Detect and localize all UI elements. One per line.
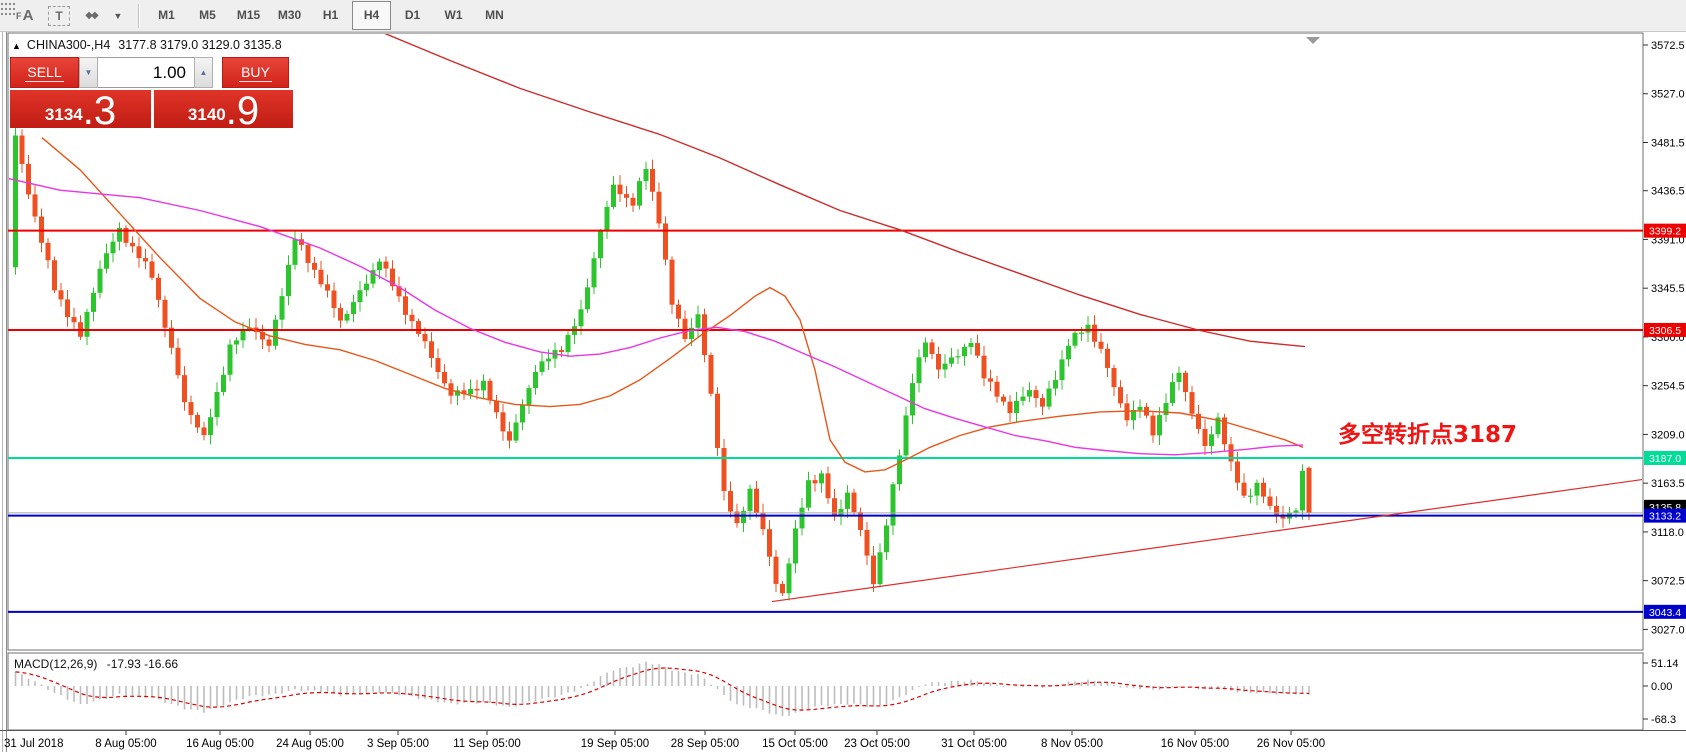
macd-layer xyxy=(14,661,1310,717)
svg-text:8 Aug 05:00: 8 Aug 05:00 xyxy=(95,738,156,750)
indicator-lines-letter: F xyxy=(16,11,22,20)
svg-text:24 Aug 05:00: 24 Aug 05:00 xyxy=(276,738,344,750)
timeframe-button-h4[interactable]: H4 xyxy=(352,1,391,30)
price-panels: 3134 .3 3140 .9 xyxy=(10,89,295,134)
sell-price-big: .3 xyxy=(82,89,117,134)
indicator-lines-layer xyxy=(9,34,1642,603)
dropdown-caret-icon[interactable]: ▼ xyxy=(113,10,123,21)
svg-text:51.14: 51.14 xyxy=(1651,658,1679,670)
svg-text:-68.3: -68.3 xyxy=(1651,714,1676,726)
macd-name: MACD(12,26,9) xyxy=(14,657,98,671)
svg-text:23 Oct 05:00: 23 Oct 05:00 xyxy=(844,738,910,750)
svg-text:16 Aug 05:00: 16 Aug 05:00 xyxy=(186,738,254,750)
sell-button[interactable]: SELL xyxy=(10,57,79,88)
ohlc-values: 3177.8 3179.0 3129.0 3135.8 xyxy=(118,38,282,52)
svg-text:31 Jul 2018: 31 Jul 2018 xyxy=(4,738,63,750)
svg-text:3527.0: 3527.0 xyxy=(1651,89,1685,101)
text-annotation-icon[interactable]: A xyxy=(22,7,34,24)
timeframe-buttons: M1 M5 M15 M30 H1 H4 D1 W1 MN xyxy=(146,1,515,30)
indicator-lines-glyph: F xyxy=(1,3,22,20)
timeframe-button-w1[interactable]: W1 xyxy=(444,8,463,22)
svg-text:11 Sep 05:00: 11 Sep 05:00 xyxy=(453,738,521,750)
svg-text:16 Nov 05:00: 16 Nov 05:00 xyxy=(1161,738,1229,750)
svg-text:3043.4: 3043.4 xyxy=(1649,607,1681,619)
svg-text:3306.5: 3306.5 xyxy=(1649,325,1681,337)
toolbar-separator xyxy=(138,3,140,28)
svg-text:3118.0: 3118.0 xyxy=(1651,527,1684,539)
svg-text:3572.5: 3572.5 xyxy=(1651,40,1685,52)
chart-shift-marker xyxy=(1306,37,1320,44)
buy-price-panel[interactable]: 3140 .9 xyxy=(154,89,293,134)
volume-increase-button[interactable]: ▲ xyxy=(194,57,213,88)
volume-input[interactable] xyxy=(98,57,194,88)
svg-text:3187.0: 3187.0 xyxy=(1649,453,1681,465)
buy-button-label: BUY xyxy=(239,63,272,82)
macd-signal-line xyxy=(15,667,1310,711)
macd-indicator-label: MACD(12,26,9) -17.93 -16.66 xyxy=(14,657,178,671)
buy-price-main: 3140 xyxy=(187,105,226,124)
volume-decrease-button[interactable]: ▼ xyxy=(79,57,98,88)
svg-text:8 Nov 05:00: 8 Nov 05:00 xyxy=(1041,738,1103,750)
timeframe-button-mn[interactable]: MN xyxy=(485,8,504,22)
svg-text:3072.5: 3072.5 xyxy=(1651,576,1685,588)
chart-header: ▲ CHINA300-,H4 3177.8 3179.0 3129.0 3135.8 xyxy=(12,38,282,52)
ascending-trendline xyxy=(771,478,1642,603)
svg-text:3135.8: 3135.8 xyxy=(1649,502,1681,514)
svg-text:26 Nov 05:00: 26 Nov 05:00 xyxy=(1257,738,1325,750)
svg-text:3436.5: 3436.5 xyxy=(1651,186,1685,198)
price-axis: 3572.53527.03481.53436.53391.03345.53300… xyxy=(1643,40,1686,726)
svg-text:3481.5: 3481.5 xyxy=(1651,137,1685,149)
svg-text:3345.5: 3345.5 xyxy=(1651,283,1685,295)
text-label-icon[interactable]: T xyxy=(48,5,70,26)
svg-text:19 Sep 05:00: 19 Sep 05:00 xyxy=(581,738,649,750)
timeframe-button-m5[interactable]: M5 xyxy=(199,8,216,22)
magenta-ma-line xyxy=(9,177,1304,456)
svg-text:3399.2: 3399.2 xyxy=(1649,226,1681,238)
svg-text:3 Sep 05:00: 3 Sep 05:00 xyxy=(367,738,429,750)
symbol-period-label: CHINA300-,H4 xyxy=(26,38,111,52)
timeframe-button-m30[interactable]: M30 xyxy=(277,8,302,22)
turning-point-annotation: 多空转折点3187 xyxy=(1338,422,1518,448)
orange-ma-line xyxy=(41,137,1304,473)
svg-text:3209.0: 3209.0 xyxy=(1651,429,1685,441)
timeframe-button-d1[interactable]: D1 xyxy=(404,8,421,22)
svg-text:31 Oct 05:00: 31 Oct 05:00 xyxy=(941,738,1007,750)
svg-text:28 Sep 05:00: 28 Sep 05:00 xyxy=(671,738,739,750)
svg-text:3133.2: 3133.2 xyxy=(1649,511,1681,523)
one-click-trading-widget: SELL ▼ ▲ BUY 3134 .3 3140 .9 xyxy=(10,57,295,134)
macd-values: -17.93 -16.66 xyxy=(106,657,179,671)
timeframe-button-m1[interactable]: M1 xyxy=(158,8,175,22)
collapse-triangle-icon[interactable]: ▲ xyxy=(12,41,21,51)
sell-price-panel[interactable]: 3134 .3 xyxy=(10,89,151,134)
long-ma-line xyxy=(384,34,1306,348)
buy-price-big: .9 xyxy=(225,89,260,134)
svg-text:3254.5: 3254.5 xyxy=(1651,381,1685,393)
svg-text:0.00: 0.00 xyxy=(1651,681,1672,693)
svg-text:3163.5: 3163.5 xyxy=(1651,478,1685,490)
date-axis: 31 Jul 2018 8 Aug 05:00 16 Aug 05:00 24 Aug… xyxy=(0,730,1686,750)
sell-button-label: SELL xyxy=(25,63,64,82)
timeframe-button-h1[interactable]: H1 xyxy=(322,8,339,22)
sell-price-main: 3134 xyxy=(44,105,83,124)
timeframe-button-m15[interactable]: M15 xyxy=(236,8,261,22)
svg-text:3027.0: 3027.0 xyxy=(1651,624,1685,636)
buy-button[interactable]: BUY xyxy=(222,57,289,88)
svg-text:15 Oct 05:00: 15 Oct 05:00 xyxy=(762,738,828,750)
order-row: SELL ▼ ▲ BUY xyxy=(10,57,295,88)
toolbar: F A T ◆◆ ▼ M1 M5 M15 M30 H1 H4 D1 W1 MN xyxy=(0,0,1686,32)
arrow-objects-icon[interactable]: ◆◆ xyxy=(85,10,98,21)
